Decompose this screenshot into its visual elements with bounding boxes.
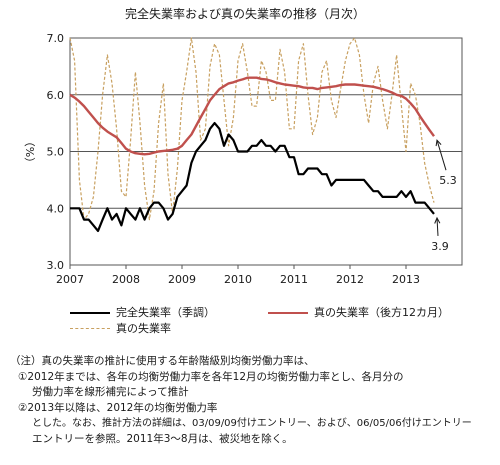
footnote-line: （注）真の失業率の推計に使用する年齢階級別均衡労働力率は、 xyxy=(10,355,315,367)
annotation-arrowhead xyxy=(435,139,442,147)
annotation-arrowhead xyxy=(434,216,441,224)
footnote-line: エントリーを参照。2011年3～8月は、被災地を除く。 xyxy=(32,432,293,445)
annotation-arrow xyxy=(436,140,447,171)
x-axis-ticks: 2007 2008 2009 2010 2011 2012 2013 xyxy=(56,265,420,286)
annotation-arrow xyxy=(436,217,439,236)
y-axis-label: （%） xyxy=(23,136,36,168)
legend: 完全失業率（季調） 真の失業率（後方12カ月） 真の失業率 xyxy=(0,306,500,350)
legend-swatch-dashed xyxy=(70,328,110,329)
legend-label: 真の失業率（後方12カ月） xyxy=(314,306,449,319)
x-tick-label: 2013 xyxy=(392,273,420,286)
x-tick-label: 2011 xyxy=(280,273,308,286)
x-tick-label: 2009 xyxy=(168,273,196,286)
annotation-label: 3.9 xyxy=(431,240,449,253)
legend-swatch-black xyxy=(70,312,110,314)
y-axis-ticks: 3.0 4.0 5.0 6.0 7.0 xyxy=(47,32,65,272)
series-line-unemployment-sa xyxy=(70,121,435,232)
line-chart: 完全失業率および真の失業率の推移（月次） （%） 3.0 4.0 5.0 6.0 7.0… xyxy=(23,6,463,286)
series-line-true-rate-12m xyxy=(69,76,435,156)
legend-swatch-red xyxy=(268,312,308,314)
footnote: （注）真の失業率の推計に使用する年齢階級別均衡労働力率は、 ①2012年までは、… xyxy=(10,354,495,447)
series-lines xyxy=(69,37,435,232)
series-line-true-rate xyxy=(69,37,435,221)
x-tick-label: 2008 xyxy=(112,273,140,286)
y-tick-label: 6.0 xyxy=(47,89,65,102)
footnote-line: 労働力率を線形補完によって推計 xyxy=(32,386,189,398)
legend-label: 完全失業率（季調） xyxy=(116,306,215,319)
annotations: 5.3 3.9 xyxy=(431,139,457,253)
footnote-line: ②2013年以降は、2012年の均衡労働力率 xyxy=(18,401,218,414)
y-tick-label: 5.0 xyxy=(47,146,65,159)
y-tick-label: 4.0 xyxy=(47,202,65,215)
chart-title: 完全失業率および真の失業率の推移（月次） xyxy=(125,6,365,21)
x-tick-label: 2010 xyxy=(224,273,252,286)
y-tick-label: 3.0 xyxy=(47,259,65,272)
x-tick-label: 2007 xyxy=(56,273,84,286)
footnote-line: ①2012年までは、各年の均衡労働力率を各年12月の均衡労働力率とし、各月分の xyxy=(18,370,404,383)
legend-label: 真の失業率 xyxy=(116,322,171,335)
annotation-label: 5.3 xyxy=(439,174,457,187)
footnote-line: とした。なお、推計方法の詳細は、03/09/09付けエントリー、および、06/0… xyxy=(32,418,472,429)
x-tick-label: 2012 xyxy=(336,273,364,286)
y-tick-label: 7.0 xyxy=(47,32,65,45)
